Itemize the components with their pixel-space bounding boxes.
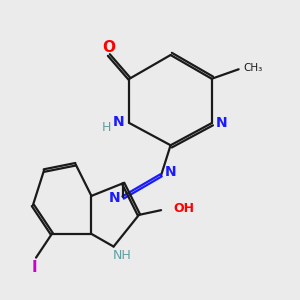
- Text: N: N: [112, 115, 124, 128]
- Text: NH: NH: [113, 249, 132, 262]
- Text: H: H: [102, 121, 111, 134]
- Text: N: N: [215, 116, 227, 130]
- Text: OH: OH: [173, 202, 194, 215]
- Text: N: N: [108, 191, 120, 205]
- Text: CH₃: CH₃: [243, 63, 262, 73]
- Text: O: O: [102, 40, 115, 55]
- Text: I: I: [32, 260, 37, 274]
- Text: N: N: [165, 165, 176, 179]
